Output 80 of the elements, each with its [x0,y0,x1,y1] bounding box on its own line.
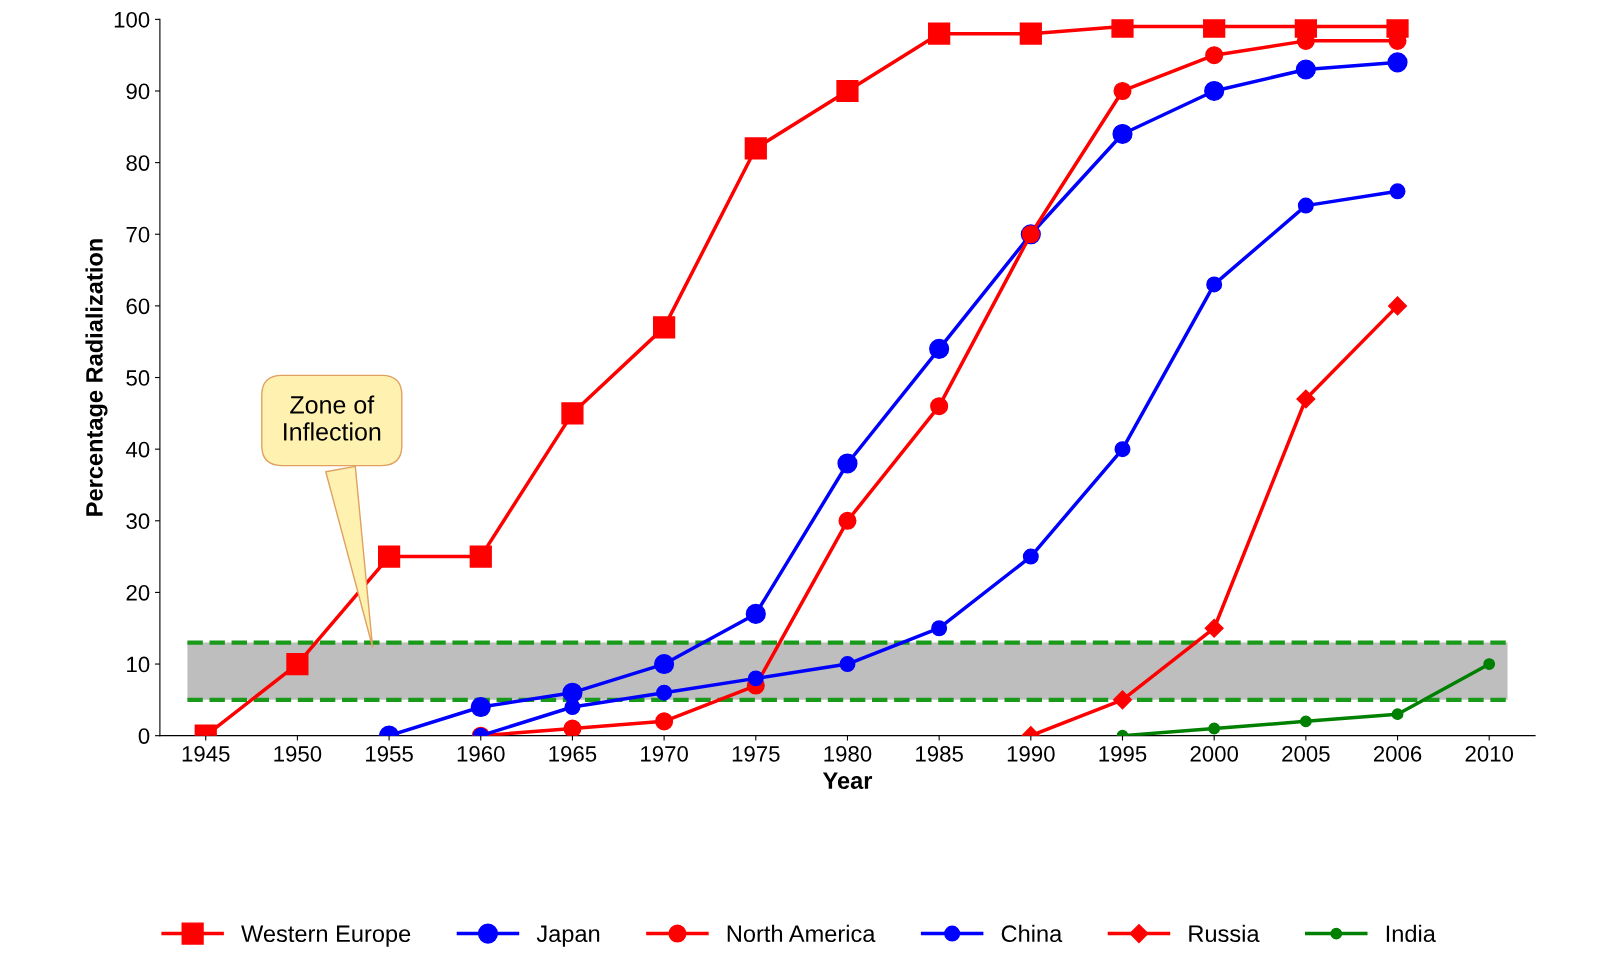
x-tick-label: 1990 [1007,745,1055,762]
legend-label: North America [727,924,876,943]
y-tick-label: 40 [125,441,150,458]
y-tick-label: 70 [126,226,150,243]
x-axis-title: Year [822,772,873,790]
point [469,545,492,568]
point [838,511,857,530]
point [561,402,584,425]
x-tick-label: 2006 [1373,745,1422,762]
point [1112,123,1133,145]
y-tick-label: 90 [126,83,150,100]
x-tick-label: 2010 [1465,745,1514,762]
x-tick-label: 1960 [457,745,505,762]
x-tick-label: 1975 [732,745,780,762]
y-tick-label: 60 [126,298,150,315]
x-tick-label: 1970 [641,745,688,762]
x-tick-label: 1965 [549,745,597,762]
x-tick-label: 1995 [1099,745,1147,762]
point [1387,52,1408,73]
x-tick-label: 1950 [274,745,322,762]
y-tick-label: 20 [126,584,150,601]
point [654,653,675,675]
point [564,699,581,716]
point [1391,708,1404,721]
legend-label: Japan [536,925,600,947]
point [744,137,767,160]
legend-label: Western Europe [241,925,411,947]
point [653,316,676,339]
y-tick-label: 80 [126,155,150,171]
x-tick-label: 1955 [366,745,413,762]
point [1019,22,1042,45]
point [929,338,950,359]
x-tick-label: 2000 [1190,745,1239,762]
point [1204,80,1225,102]
x-tick-label: 2005 [1282,745,1330,762]
x-tick-label: 1945 [182,745,230,762]
point [656,684,673,701]
y-tick-label: 0 [138,728,150,744]
point [1297,197,1314,214]
point [286,652,309,676]
point [563,719,582,736]
y-tick-label: 30 [126,513,150,530]
point [1203,19,1226,38]
point [1483,658,1496,670]
point [931,620,948,637]
point [1205,46,1224,65]
annotation: Zone of Inflection [284,395,381,441]
y-tick-label: 10 [127,656,150,673]
y-tick-label: 100 [114,11,150,28]
point [1206,276,1223,293]
point [839,656,856,673]
x-tick-label: 1980 [824,745,872,762]
point [745,603,766,624]
point [1299,715,1312,728]
point [1113,81,1132,101]
point [930,397,949,416]
point [1296,389,1316,409]
point [377,545,401,568]
point [1204,618,1224,638]
point [836,79,859,103]
legend-label: Russia [1189,924,1260,943]
point [928,22,951,45]
y-tick-label: 50 [126,370,150,386]
point [1111,19,1134,38]
point [655,712,674,731]
point [747,670,764,687]
point [1295,59,1316,80]
point [1389,183,1406,200]
point [1208,722,1221,735]
x-tick-label: 1985 [916,745,963,762]
point [837,453,858,474]
point [1114,441,1131,458]
y-axis-title: Percentage Radialization [85,239,108,516]
point [1022,548,1039,565]
legend-label: India [1386,924,1436,943]
legend-label: China [1001,924,1063,943]
point [470,696,491,718]
point [1387,296,1408,316]
point [1112,690,1133,710]
point [562,682,583,703]
